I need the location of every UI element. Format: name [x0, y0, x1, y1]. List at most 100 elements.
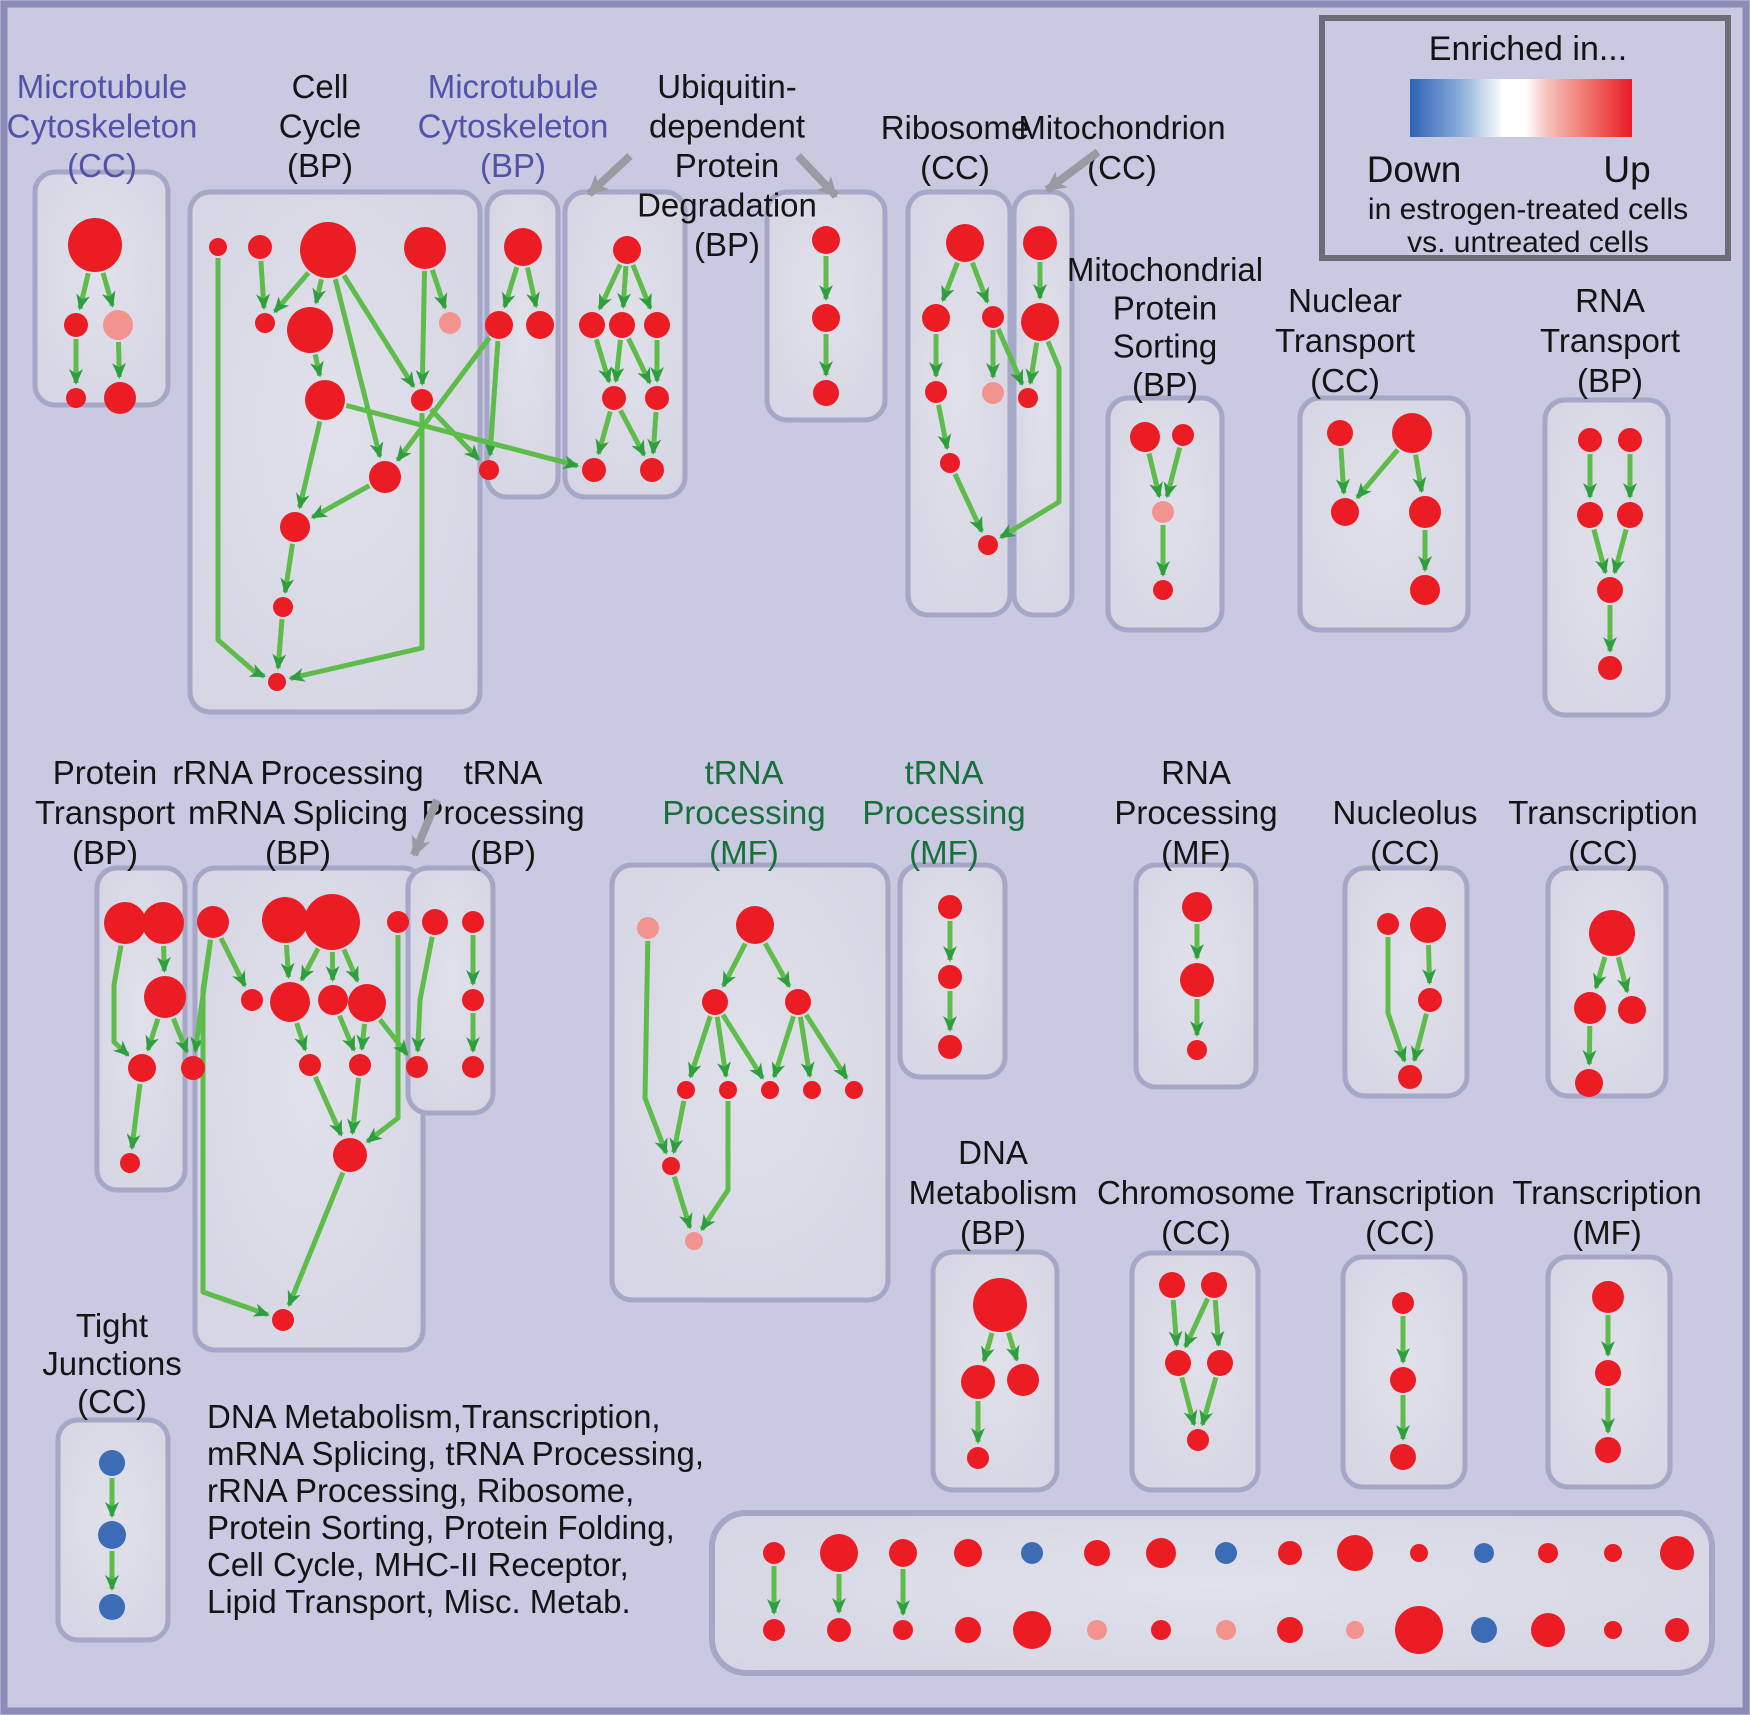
misc-note-line-4: Protein Sorting, Protein Folding,: [207, 1509, 675, 1546]
gene-node-ribosome-r5: [940, 453, 960, 473]
gene-node-trans_cc_r3-j3: [1390, 1444, 1416, 1470]
group-box-mito: [1011, 189, 1075, 618]
gene-node-trans_mf-f2: [1595, 1360, 1621, 1386]
gene-node-ubi_a-u7: [640, 458, 664, 482]
gene-node-trans_cc_r3-j2: [1390, 1367, 1416, 1393]
misc-note: DNA Metabolism,Transcription,mRNA Splici…: [207, 1398, 704, 1620]
edge-mito_sort: [1146, 452, 1163, 499]
edge-trna_mf_big: [721, 942, 748, 988]
gene-node-prot_trans-p2: [142, 902, 184, 944]
strip-node-bottom-9: [1277, 1617, 1303, 1643]
edge-rrna: [337, 1014, 357, 1053]
gene-node-chromosome-h3: [1165, 1350, 1191, 1376]
edge-cell_cycle: [280, 543, 295, 595]
edge-rrna: [313, 1075, 344, 1137]
strip-node-bottom-1: [763, 1619, 785, 1641]
gene-node-tight_junc-tj1: [99, 1450, 125, 1476]
legend-subline-1: in estrogen-treated cells: [1368, 193, 1688, 226]
gene-node-rna_trans-rt2: [1618, 428, 1642, 452]
edge-nuc_trans: [1355, 448, 1400, 500]
gene-node-trna_mf_big-k8: [845, 1081, 863, 1099]
edge-mt_cc: [76, 272, 91, 311]
gene-node-mt_cc-a: [68, 218, 122, 272]
gene-node-ubi_a-u3: [644, 312, 670, 338]
gene-node-rna_trans-rt5: [1597, 577, 1623, 603]
gene-node-trna_bp-q3: [462, 989, 484, 1011]
edge-nuc_trans: [1335, 447, 1350, 495]
strip-node-bottom-7: [1151, 1620, 1171, 1640]
gene-node-tight_junc-tj3: [99, 1594, 125, 1620]
gene-node-trna_mf_big-k6: [761, 1081, 779, 1099]
gene-node-cell_cycle-c13: [268, 673, 286, 691]
gene-node-rrna-t4: [387, 911, 409, 933]
edge-trna_mf_big: [763, 942, 792, 989]
strip-node-bottom-5: [1013, 1611, 1051, 1649]
edge-ubi_a: [626, 337, 652, 385]
gene-node-ribosome-r4: [982, 382, 1004, 404]
gene-node-nucleolus-n2: [1410, 907, 1446, 943]
group-label-cell_cycle: Cell Cycle (BP): [279, 68, 362, 184]
gene-node-dna_met-d1: [973, 1278, 1027, 1332]
edge-rna_trans: [1591, 528, 1609, 575]
gene-node-trans_cc_r2-y3: [1618, 996, 1646, 1024]
edge-dna_met: [1006, 1331, 1020, 1362]
legend-gradient-bar: [1410, 79, 1632, 137]
cross-edge: [377, 1017, 410, 1056]
gene-node-rna_proc_mf-x3: [1187, 1040, 1207, 1060]
gene-node-rna_trans-rt3: [1577, 502, 1603, 528]
gene-node-rrna-r2: [270, 982, 310, 1022]
strip-node-bottom-11: [1395, 1606, 1443, 1654]
edge-cell_cycle: [272, 618, 287, 670]
gene-node-mt_bp-m2: [485, 311, 513, 339]
gene-node-dna_met-d4: [967, 1447, 989, 1469]
gene-node-cell_cycle-c11: [280, 512, 310, 542]
edge-mt_bp: [502, 266, 520, 309]
gene-node-rna_trans-rt1: [1578, 428, 1602, 452]
group-box-nucleolus: [1342, 865, 1470, 1099]
gene-node-rrna-t2: [262, 897, 308, 943]
gene-node-trans_cc_r2-y1: [1589, 910, 1635, 956]
edge-trna_mf_big: [797, 1016, 815, 1079]
gene-node-rna_proc_mf-x1: [1182, 892, 1212, 922]
gene-node-mito_sort-ms1: [1130, 422, 1160, 452]
gene-node-mito_sort-ms3: [1152, 501, 1174, 523]
strip-node-top-14: [1604, 1544, 1622, 1562]
gene-node-mito-w1: [1023, 226, 1057, 260]
edge-rna_trans: [1611, 528, 1629, 575]
group-label-rna_proc_mf: RNA Processing (MF): [1114, 754, 1277, 871]
edge-trna_mf_big: [699, 1101, 731, 1232]
gene-node-trna_bp-q1: [422, 909, 448, 935]
gene-node-mt_cc-d: [66, 388, 86, 408]
edge-prot_trans: [126, 1083, 143, 1151]
edge-trna_mf_big: [771, 1015, 796, 1079]
edge-trna_mf_big: [642, 940, 669, 1155]
edge-cell_cycle: [415, 270, 430, 386]
gene-node-mt_bp-m3: [526, 311, 554, 339]
strip-node-top-13: [1538, 1543, 1558, 1563]
edge-cell_cycle: [312, 278, 327, 305]
misc-note-line-2: mRNA Splicing, tRNA Processing,: [207, 1435, 704, 1472]
gene-node-ubi_b-v1: [812, 226, 840, 254]
gene-node-prot_trans-p4: [128, 1054, 156, 1082]
edge-ribosome: [970, 261, 990, 304]
gene-node-mt_cc-e: [104, 382, 136, 414]
edge-trna_mf_big: [688, 1015, 713, 1079]
edge-rrna: [286, 1171, 346, 1308]
gene-node-trna_mf_small-z2: [938, 965, 962, 989]
gene-node-trna_mf_big-k5: [719, 1081, 737, 1099]
group-label-mito_sort: Mitochondrial Protein Sorting (BP): [1067, 251, 1263, 403]
cross-edge: [345, 403, 580, 469]
gene-node-rrna-s1: [299, 1054, 321, 1076]
gene-node-ribosome-r6: [978, 535, 998, 555]
gene-node-cell_cycle-c4: [404, 227, 446, 269]
gene-node-mito_sort-ms2: [1172, 424, 1194, 446]
group-box-rrna: [192, 865, 426, 1353]
gene-node-trna_mf_big-k0: [637, 917, 659, 939]
edge-nucleolus: [1411, 1012, 1429, 1063]
edge-trna_mf_big: [669, 1100, 687, 1155]
group-box-chromosome: [1129, 1250, 1261, 1493]
gene-node-nuc_trans-nt3: [1331, 498, 1359, 526]
gene-node-trna_mf_big-k7: [803, 1081, 821, 1099]
edge-rrna: [356, 1023, 371, 1052]
edge-prot_trans: [145, 1018, 161, 1052]
